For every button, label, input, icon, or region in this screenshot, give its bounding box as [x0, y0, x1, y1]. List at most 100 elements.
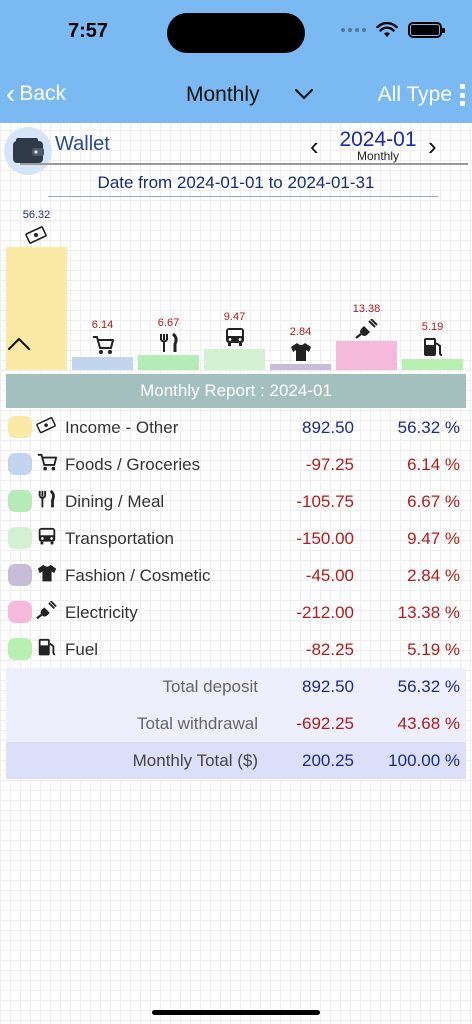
wallet-row: Wallet ‹ 2024-01 Monthly › [0, 123, 472, 175]
category-name: Foods / Groceries [65, 455, 201, 474]
category-percent: 56.32 % [397, 418, 460, 437]
chart-bar-label: 56.32 [22, 209, 51, 221]
chevron-down-icon[interactable] [292, 83, 316, 105]
wifi-icon [376, 22, 398, 37]
report-row[interactable]: Fashion / Cosmetic -45.00 2.84 % [6, 559, 466, 595]
category-amount: -82.25 [305, 640, 354, 659]
fuel-pump-icon [36, 638, 58, 660]
color-swatch [8, 638, 32, 660]
shirt-icon [36, 564, 58, 586]
category-amount: -150.00 [296, 529, 354, 548]
fuel-pump-icon [421, 337, 445, 357]
total-withdrawal-pct: 43.68 % [397, 714, 460, 733]
chart-bar-label: 6.67 [157, 317, 180, 329]
nav-bar: ‹ Back Monthly All Type [0, 68, 472, 123]
back-button[interactable]: ‹ Back [6, 80, 66, 108]
money-icon [36, 416, 58, 438]
chart-bar[interactable] [72, 357, 133, 370]
category-percent: 6.67 % [407, 492, 460, 511]
total-deposit-row: Total deposit 892.50 56.32 % [6, 668, 466, 705]
category-amount: -97.25 [305, 455, 354, 474]
category-percent: 5.19 % [407, 640, 460, 659]
color-swatch [8, 564, 32, 586]
total-withdrawal-label: Total withdrawal [137, 714, 258, 733]
category-name: Dining / Meal [65, 492, 165, 511]
report-row[interactable]: Dining / Meal -105.75 6.67 % [6, 485, 466, 521]
total-deposit-amount: 892.50 [302, 677, 354, 696]
type-filter-button[interactable]: All Type [377, 83, 452, 106]
category-name: Fuel [65, 640, 99, 659]
chart-bar-label: 13.38 [352, 303, 381, 315]
cart-icon [36, 453, 58, 475]
color-swatch [8, 453, 32, 475]
chart-bar[interactable] [336, 341, 397, 370]
category-percent: 2.84 % [407, 566, 460, 585]
chart-bar[interactable] [138, 355, 199, 370]
wallet-name[interactable]: Wallet [55, 133, 110, 155]
period-value[interactable]: 2024-01 [339, 128, 417, 151]
report-row[interactable]: Foods / Groceries -97.25 6.14 % [6, 448, 466, 484]
fork-knife-icon [36, 489, 58, 512]
report-header: Monthly Report : 2024-01 [6, 374, 466, 408]
chart-bar[interactable] [204, 349, 265, 370]
status-time: 7:57 [68, 20, 109, 42]
chevron-left-icon: ‹ [6, 78, 16, 109]
plug-icon [36, 600, 58, 623]
chart-bar[interactable] [402, 359, 463, 370]
chart-bar-label: 2.84 [289, 326, 312, 338]
dynamic-island [167, 13, 305, 53]
report-row[interactable]: Transportation -150.00 9.47 % [6, 522, 466, 558]
total-withdrawal-amount: -692.25 [296, 714, 354, 733]
color-swatch [8, 416, 32, 438]
money-icon [24, 225, 49, 245]
shirt-icon [289, 342, 313, 362]
date-underline [48, 196, 438, 197]
total-withdrawal-row: Total withdrawal -692.25 43.68 % [6, 705, 466, 742]
chart-bar-label: 6.14 [91, 319, 114, 331]
monthly-total-pct: 100.00 % [388, 751, 460, 770]
nav-title: Monthly [186, 83, 260, 106]
date-range: Date from 2024-01-01 to 2024-01-31 [97, 173, 375, 192]
fork-knife-icon [157, 332, 181, 353]
more-options-icon[interactable] [460, 84, 466, 106]
chart-bar-label: 5.19 [421, 321, 444, 333]
category-amount: -45.00 [305, 566, 354, 585]
chart-bar[interactable] [6, 247, 67, 370]
bus-icon [223, 327, 247, 347]
period-type: Monthly [356, 149, 400, 163]
chevron-up-icon[interactable] [6, 334, 32, 354]
category-name: Fashion / Cosmetic [65, 566, 211, 585]
category-percent: 9.47 % [407, 529, 460, 548]
category-name: Electricity [65, 603, 138, 622]
category-amount: 892.50 [302, 418, 354, 437]
chart-bar-label: 9.47 [223, 311, 246, 323]
monthly-total-amount: 200.25 [302, 751, 354, 770]
cart-icon [91, 335, 115, 355]
divider [20, 163, 468, 165]
signal-icon [341, 28, 366, 32]
category-percent: 6.14 % [407, 455, 460, 474]
category-bar-chart: 56.32 6.14 6.67 9.47 2.84 13.38 5.19 [0, 200, 472, 372]
previous-period-button[interactable]: ‹ [310, 131, 319, 161]
total-deposit-pct: 56.32 % [397, 677, 460, 696]
monthly-total-row: Monthly Total ($) 200.25 100.00 % [6, 742, 466, 779]
category-name: Transportation [65, 529, 174, 548]
chart-bar[interactable] [270, 364, 331, 370]
home-indicator [152, 1010, 320, 1015]
next-period-button[interactable]: › [428, 131, 437, 161]
color-swatch [8, 490, 32, 512]
plug-icon [354, 318, 379, 339]
wallet-icon[interactable] [4, 127, 52, 175]
battery-icon [408, 22, 445, 38]
status-icons [341, 22, 445, 38]
category-percent: 13.38 % [397, 603, 460, 622]
bus-icon [36, 527, 58, 549]
report-row[interactable]: Fuel -82.25 5.19 % [6, 633, 466, 669]
category-name: Income - Other [65, 418, 179, 437]
report-row[interactable]: Income - Other 892.50 56.32 % [6, 411, 466, 447]
report-row[interactable]: Electricity -212.00 13.38 % [6, 596, 466, 632]
back-label: Back [19, 82, 67, 105]
category-amount: -212.00 [296, 603, 354, 622]
color-swatch [8, 601, 32, 623]
color-swatch [8, 527, 32, 549]
